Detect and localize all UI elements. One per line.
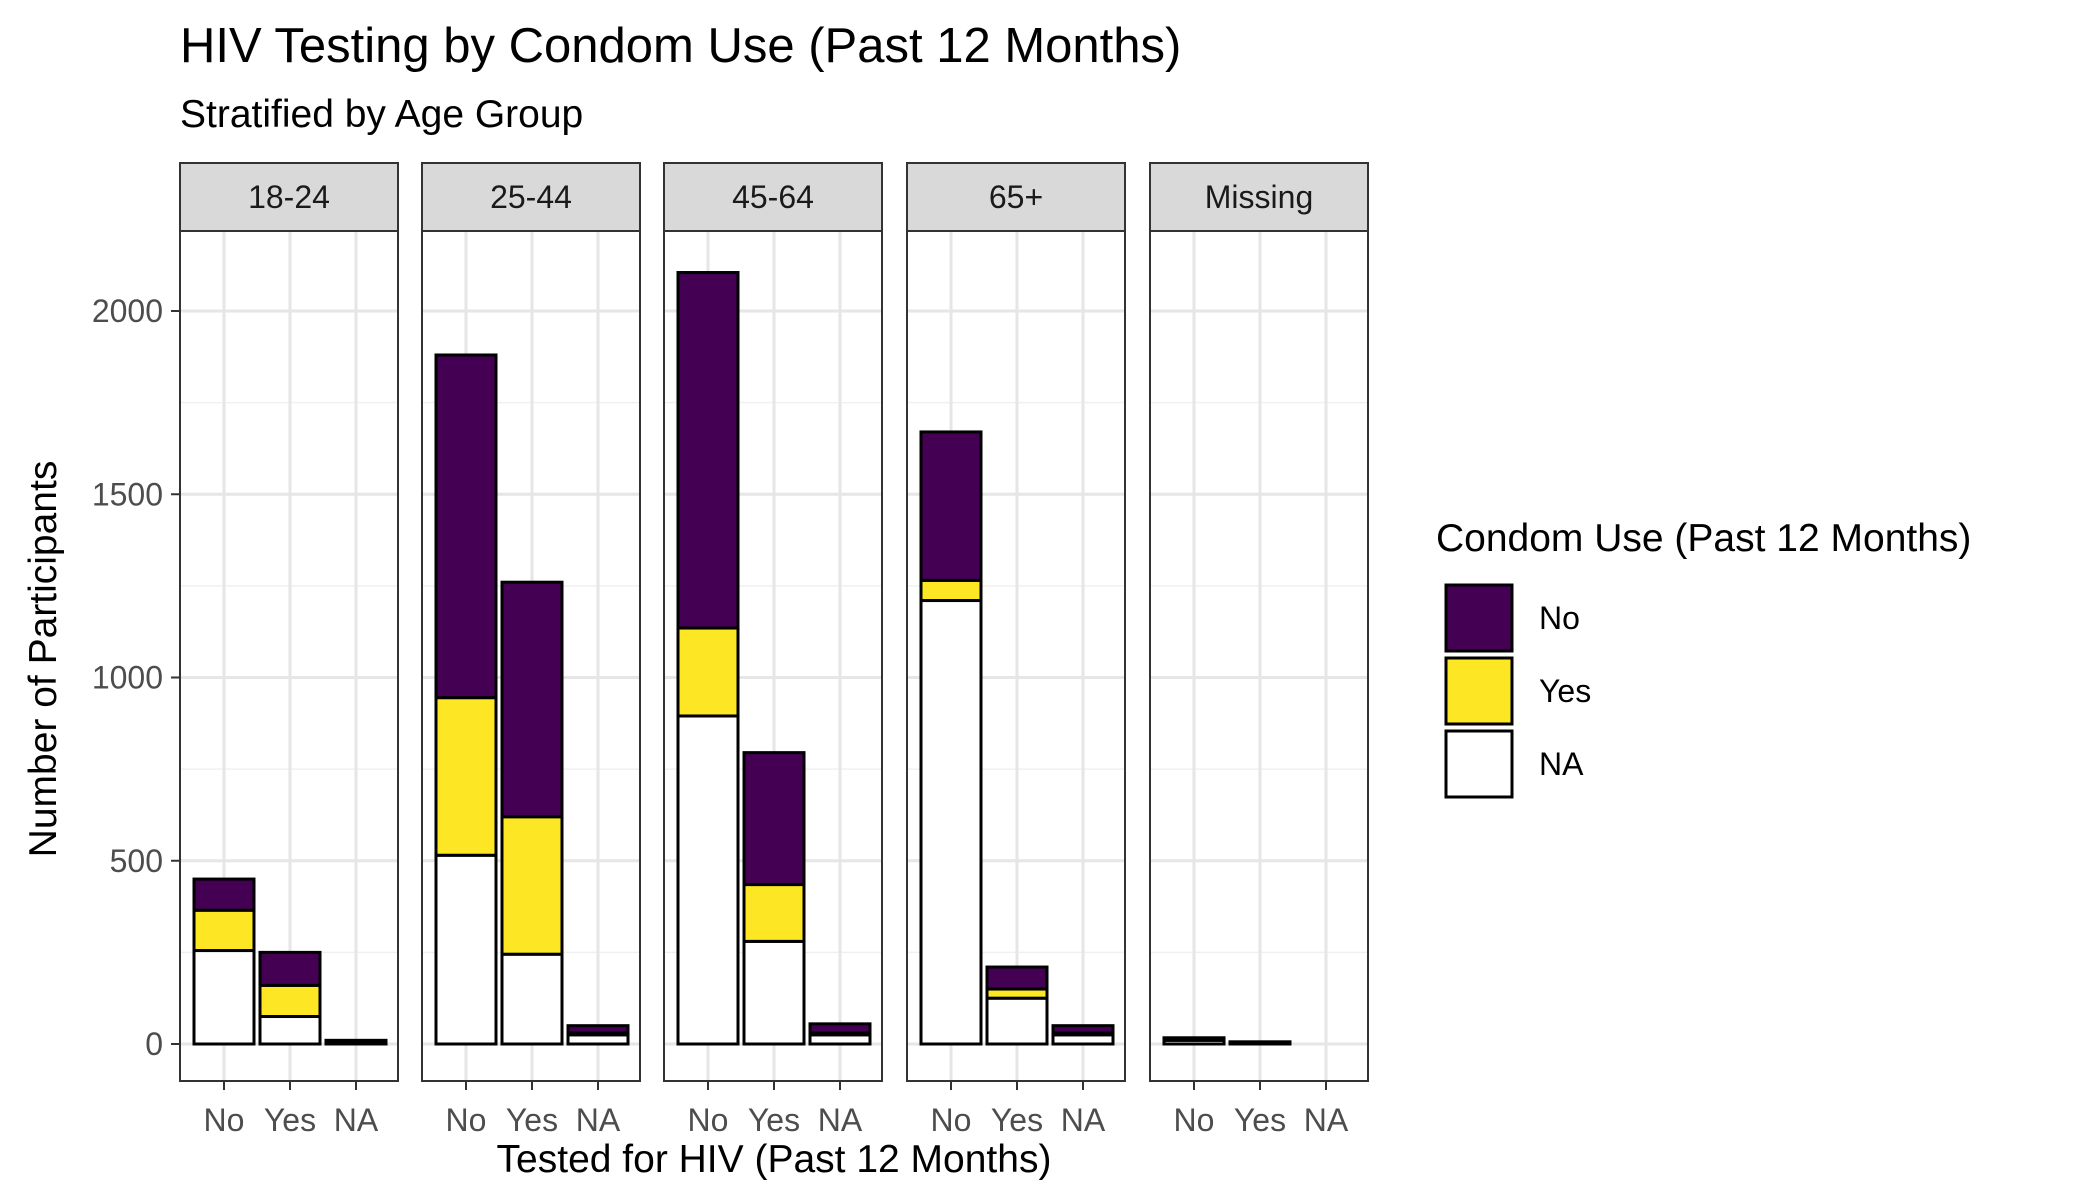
- facet-panel-18-24: 18-24 No Yes NA: [179, 162, 399, 1138]
- legend-key-yes: [1444, 656, 1514, 726]
- bar-segment-65+-yes-na: [985, 996, 1049, 1046]
- bar-segment-18-24-no-no: [192, 877, 256, 912]
- legend-title: Condom Use (Past 12 Months): [1436, 517, 1971, 560]
- facet-strip-label: 25-44: [490, 179, 572, 215]
- chart-subtitle: Stratified by Age Group: [180, 93, 583, 136]
- bar-segment-45-64-yes-yes: [742, 883, 806, 943]
- legend: Condom Use (Past 12 Months) No Yes NA: [1436, 517, 1971, 799]
- bar-segment-25-44-yes-na: [500, 952, 564, 1046]
- legend-key-na: [1444, 729, 1514, 799]
- facet-strip: [421, 162, 641, 232]
- facet-panel-45-64: 45-64 No Yes NA: [663, 162, 883, 1138]
- x-tick-label: NA: [334, 1102, 379, 1138]
- legend-key-no: [1444, 583, 1514, 653]
- bar-segment-65+-no-na: [919, 599, 983, 1046]
- y-tick-label: 1500: [92, 476, 163, 512]
- facet-strip: [663, 162, 883, 232]
- x-tick-label: Yes: [264, 1102, 316, 1138]
- facet-strip: [1149, 162, 1369, 232]
- facet-strip: [179, 162, 399, 232]
- x-tick-label: No: [931, 1102, 972, 1138]
- y-axis: 0 500 1000 1500 2000: [92, 293, 180, 1062]
- bar-segment-18-24-no-yes: [192, 908, 256, 953]
- x-tick-label: Yes: [991, 1102, 1043, 1138]
- x-tick-label: Yes: [506, 1102, 558, 1138]
- facet-strip-label: 18-24: [248, 179, 330, 215]
- x-tick-label: No: [446, 1102, 487, 1138]
- bar-segment-45-64-no-yes: [676, 626, 740, 718]
- bar-segment-65+-no-yes: [919, 578, 983, 603]
- x-tick-label: NA: [1061, 1102, 1106, 1138]
- x-tick-label: No: [204, 1102, 245, 1138]
- bar-segment-25-44-no-no: [434, 353, 498, 700]
- facet-strip-label: 45-64: [732, 179, 814, 215]
- bar-segment-65+-no-no: [919, 430, 983, 582]
- x-tick-label: No: [688, 1102, 729, 1138]
- bar-segment-25-44-no-yes: [434, 696, 498, 857]
- bar-segment-18-24-yes-yes: [258, 983, 322, 1019]
- legend-label-yes: Yes: [1539, 673, 1591, 709]
- bar-segment-18-24-na-no: [324, 1038, 388, 1043]
- bar-segment-45-64-no-na: [676, 714, 740, 1046]
- bar-segment-missing-no-no: [1162, 1036, 1226, 1042]
- x-axis-title: Tested for HIV (Past 12 Months): [497, 1138, 1052, 1181]
- facet-strip: [906, 162, 1126, 232]
- bar-segment-25-44-na-no: [566, 1024, 630, 1035]
- x-tick-label: NA: [576, 1102, 621, 1138]
- x-tick-label: Yes: [748, 1102, 800, 1138]
- bar-segment-25-44-no-na: [434, 853, 498, 1046]
- bar-segment-missing-yes-no: [1228, 1040, 1292, 1045]
- y-tick-label: 1000: [92, 660, 163, 696]
- bar-segment-25-44-yes-yes: [500, 815, 564, 956]
- bar-segment-45-64-yes-no: [742, 751, 806, 887]
- bar-segment-25-44-yes-no: [500, 580, 564, 819]
- bar-segment-18-24-no-na: [192, 949, 256, 1046]
- bar-segment-65+-na-no: [1051, 1024, 1115, 1035]
- bar-segment-65+-yes-no: [985, 965, 1049, 991]
- bar-segment-18-24-yes-na: [258, 1015, 322, 1046]
- facet-panel-missing: Missing No Yes NA: [1149, 162, 1369, 1138]
- bar-segment-45-64-yes-na: [742, 939, 806, 1046]
- chart-title: HIV Testing by Condom Use (Past 12 Month…: [180, 19, 1181, 73]
- bar-segment-18-24-yes-no: [258, 950, 322, 987]
- x-tick-label: NA: [818, 1102, 863, 1138]
- facet-panels: 18-24 No Yes NA 25-44 No Yes NA 45-64 No Yes NA 65+ N…: [179, 162, 1369, 1138]
- facet-panel-25-44: 25-44 No Yes NA: [421, 162, 641, 1138]
- x-tick-label: No: [1174, 1102, 1215, 1138]
- y-axis-title: Number of Participants: [22, 461, 65, 858]
- y-tick-label: 500: [110, 843, 163, 879]
- bar-segment-45-64-na-no: [808, 1022, 872, 1035]
- bar-segment-45-64-no-no: [676, 271, 740, 630]
- y-tick-label: 2000: [92, 293, 163, 329]
- facet-strip-label: Missing: [1205, 179, 1313, 215]
- facet-panel-65+: 65+ No Yes NA: [906, 162, 1126, 1138]
- legend-label-na: NA: [1539, 746, 1584, 782]
- x-tick-label: NA: [1304, 1102, 1349, 1138]
- legend-label-no: No: [1539, 600, 1580, 636]
- y-tick-label: 0: [145, 1026, 163, 1062]
- facet-strip-label: 65+: [989, 179, 1043, 215]
- x-tick-label: Yes: [1234, 1102, 1286, 1138]
